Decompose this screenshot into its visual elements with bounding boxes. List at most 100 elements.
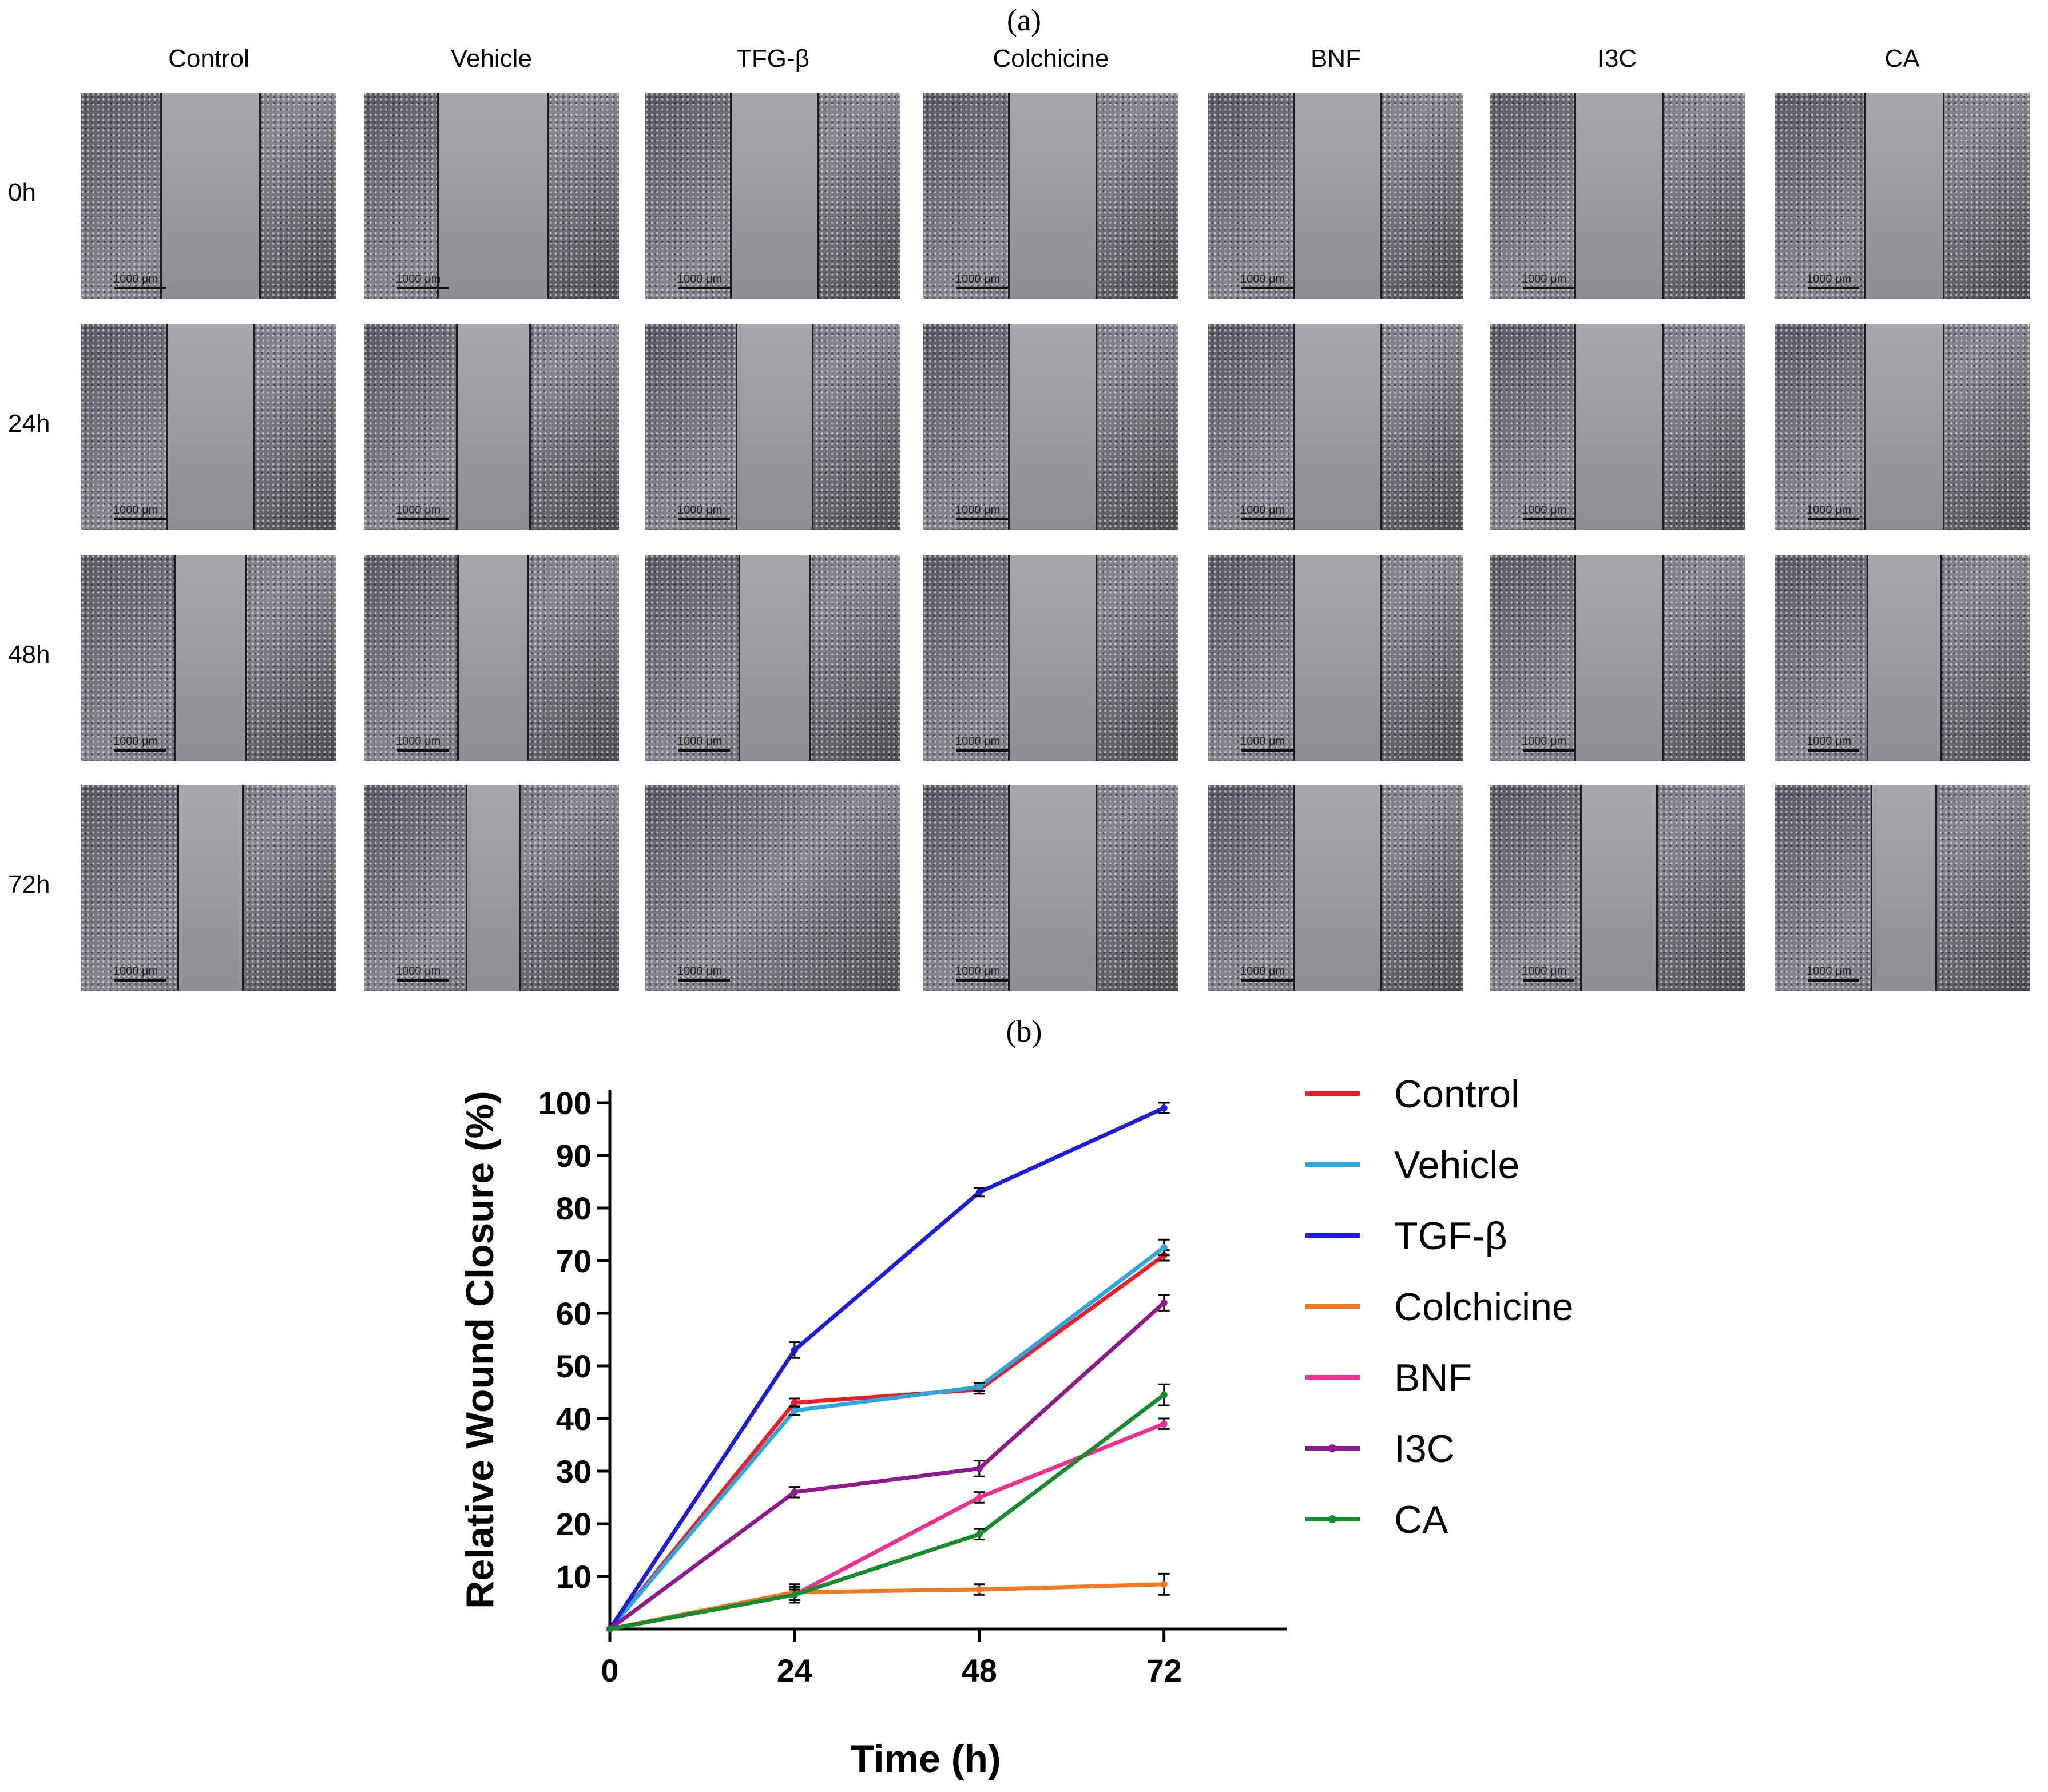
data-point	[1160, 1391, 1168, 1398]
data-point	[1160, 1244, 1168, 1251]
legend-label-Control: Control	[1394, 1072, 1519, 1116]
scratch-wound-gap	[455, 324, 531, 530]
data-point	[975, 1189, 983, 1196]
micrograph-3-0: 1000 μm	[923, 93, 1178, 299]
scale-bar	[1523, 518, 1574, 520]
scratch-wound-gap	[1008, 93, 1097, 299]
scale-bar-label: 1000 μm	[113, 735, 158, 748]
scratch-wound-gap	[166, 324, 255, 530]
scale-bar	[956, 979, 1008, 982]
legend-label-I3C: I3C	[1394, 1427, 1455, 1471]
scale-bar	[678, 287, 730, 289]
micrograph-2-0: 1000 μm	[645, 93, 900, 299]
cell-monolayer-texture	[645, 785, 900, 991]
scale-bar-label: 1000 μm	[396, 965, 441, 978]
scale-bar-label: 1000 μm	[677, 273, 723, 285]
micrograph-6-2: 1000 μm	[1775, 555, 2030, 761]
legend-marker	[1328, 1444, 1336, 1452]
micrograph-2-1: 1000 μm	[645, 324, 900, 530]
micrograph-1-2: 1000 μm	[364, 555, 619, 761]
data-point	[791, 1346, 798, 1354]
scratch-wound-gap	[1574, 324, 1664, 530]
series-line	[609, 1582, 1164, 1631]
scale-bar-label: 1000 μm	[396, 273, 441, 285]
scale-bar	[1523, 749, 1574, 752]
micrograph-0-1: 1000 μm	[81, 324, 336, 530]
micrograph-3-3: 1000 μm	[923, 785, 1178, 991]
scratch-wound-gap	[1008, 555, 1097, 761]
micrograph-1-0: 1000 μm	[364, 93, 619, 299]
scale-bar	[114, 749, 166, 752]
scale-bar	[114, 518, 166, 520]
scratch-wound-gap	[466, 785, 521, 991]
scale-bar-label: 1000 μm	[955, 965, 1001, 978]
micrograph-5-3: 1000 μm	[1490, 785, 1745, 991]
column-label-6: CA	[1884, 45, 1920, 73]
scratch-wound-gap	[1863, 93, 1944, 299]
scratch-wound-gap	[1574, 93, 1664, 299]
x-tick-label: 0	[601, 1652, 618, 1688]
data-point	[1160, 1420, 1168, 1428]
data-point	[606, 1626, 613, 1632]
micrograph-1-3: 1000 μm	[364, 785, 619, 991]
scale-bar	[678, 518, 730, 520]
scale-bar	[678, 749, 730, 752]
x-tick-label: 48	[962, 1652, 997, 1688]
series-Vehicle	[606, 1238, 1170, 1632]
series-BNF	[606, 1417, 1170, 1632]
micrograph-5-0: 1000 μm	[1490, 93, 1745, 299]
y-tick-label: 10	[556, 1559, 592, 1595]
micrograph-6-1: 1000 μm	[1775, 324, 2030, 530]
y-tick-label: 30	[556, 1453, 592, 1489]
data-point	[1160, 1104, 1168, 1112]
scale-bar	[678, 979, 730, 982]
series-line	[608, 1106, 1165, 1630]
data-point	[1160, 1299, 1168, 1306]
scale-bar	[956, 518, 1008, 520]
scratch-wound-gap	[174, 555, 247, 761]
legend-label-Vehicle: Vehicle	[1394, 1143, 1519, 1187]
data-point	[975, 1383, 983, 1390]
micrograph-2-3: 1000 μm	[645, 785, 900, 991]
column-label-2: TFG-β	[736, 45, 809, 73]
scale-bar-label: 1000 μm	[1240, 273, 1285, 285]
scale-bar-label: 1000 μm	[1240, 735, 1285, 748]
scratch-wound-gap	[1008, 324, 1097, 530]
scale-bar	[1523, 287, 1574, 289]
y-tick-label: 60	[556, 1296, 592, 1332]
scale-bar	[1808, 518, 1859, 520]
micrograph-3-1: 1000 μm	[923, 324, 1178, 530]
scale-bar	[1808, 749, 1859, 752]
series-line	[608, 1301, 1166, 1631]
series-TGF-β	[606, 1102, 1170, 1632]
data-point	[791, 1407, 798, 1414]
data-point	[791, 1399, 798, 1406]
scale-bar-label: 1000 μm	[1240, 965, 1285, 978]
micrograph-5-1: 1000 μm	[1490, 324, 1745, 530]
scale-bar	[956, 749, 1008, 752]
column-label-3: Colchicine	[993, 45, 1109, 73]
scratch-wound-gap	[1008, 785, 1097, 991]
data-point	[791, 1488, 798, 1496]
y-tick-label: 40	[556, 1401, 592, 1437]
scale-bar	[397, 749, 449, 752]
row-label-72h: 72h	[8, 871, 50, 899]
scratch-wound-gap	[739, 555, 811, 761]
scale-bar-label: 1000 μm	[1807, 273, 1852, 285]
data-point	[975, 1531, 983, 1538]
scale-bar-label: 1000 μm	[677, 504, 723, 516]
micrograph-6-0: 1000 μm	[1775, 93, 2030, 299]
scale-bar-label: 1000 μm	[1807, 504, 1852, 516]
scratch-wound-gap	[730, 93, 819, 299]
scratch-wound-gap	[1293, 93, 1382, 299]
scale-bar-label: 1000 μm	[1807, 735, 1852, 748]
scale-bar	[1241, 287, 1293, 289]
x-tick-label: 72	[1146, 1652, 1182, 1688]
y-tick-label: 80	[556, 1190, 592, 1226]
y-tick-label: 70	[556, 1243, 592, 1279]
scratch-wound-gap	[1580, 785, 1658, 991]
micrograph-3-2: 1000 μm	[923, 555, 1178, 761]
data-point	[975, 1586, 983, 1593]
row-label-24h: 24h	[8, 410, 50, 438]
scale-bar-label: 1000 μm	[1522, 735, 1567, 748]
